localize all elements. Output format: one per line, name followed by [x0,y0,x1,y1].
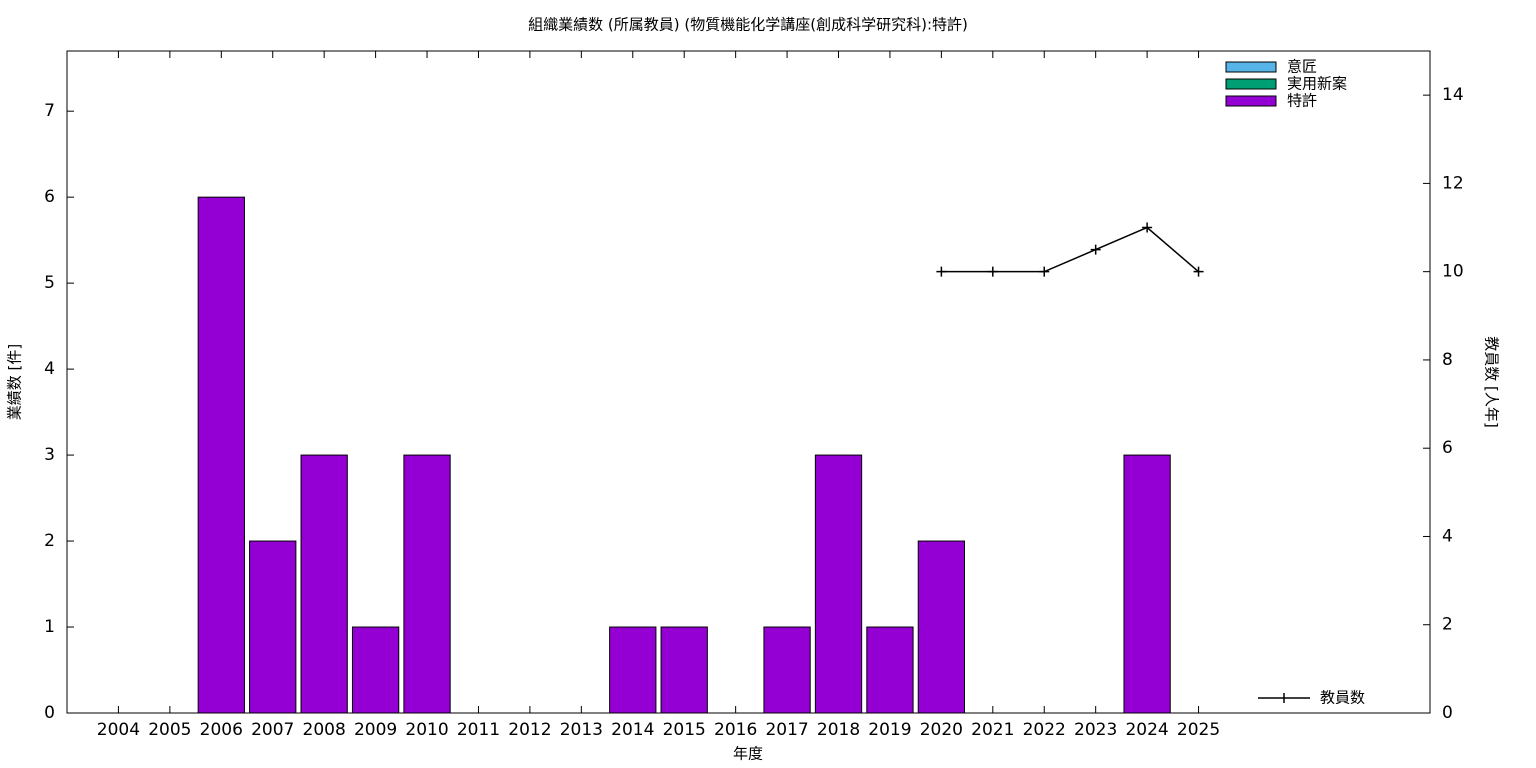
legend-label: 教員数 [1320,689,1365,707]
point [1193,266,1204,277]
x-tick-label: 2004 [97,720,140,740]
point [936,266,947,277]
legend-label: 特許 [1287,92,1317,110]
line [941,226,1200,273]
y2-axis-label: 教員数 [人年] [1483,336,1501,427]
x-tick-label: 2018 [817,720,860,740]
legend-swatch [1225,95,1277,107]
y-tick-label: 7 [44,101,55,121]
x-tick-label: 2011 [457,720,500,740]
legend-label: 実用新案 [1287,75,1347,93]
y-tick-label: 2 [44,531,55,551]
point [1142,222,1153,233]
x-tick-label: 2006 [200,720,243,740]
x-tick-label: 2015 [663,720,706,740]
point [1090,244,1101,255]
x-tick-label: 2023 [1074,720,1117,740]
x-tick-label: 2025 [1177,720,1220,740]
chart-title: 組織業績数 (所属教員) (物質機能化学講座(創成科学研究科):特許) [528,16,968,34]
y2-tick-label: 6 [1442,438,1453,458]
bar [197,196,245,714]
legend-swatch [1225,78,1277,90]
x-tick-label: 2005 [148,720,191,740]
point [987,266,998,277]
x-tick-label: 2013 [560,720,603,740]
y2-tick-label: 8 [1442,350,1453,370]
plot-frame [66,50,1431,714]
x-tick-label: 2014 [611,720,654,740]
x-tick-label: 2008 [303,720,346,740]
y-axis-label: 業績数 [件] [6,344,24,420]
bar [249,540,297,714]
y2-tick-label: 4 [1442,526,1453,546]
y-tick-label: 3 [44,445,55,465]
bar [763,626,811,714]
legend-swatch [1225,61,1277,73]
x-axis-label: 年度 [733,745,763,763]
y2-tick-label: 10 [1442,262,1464,282]
bar [609,626,657,714]
bar [917,540,966,714]
y-tick-label: 4 [44,359,55,379]
x-tick-label: 2022 [1023,720,1066,740]
x-tick-label: 2021 [971,720,1014,740]
bar [351,626,400,714]
y2-tick-label: 0 [1442,703,1453,723]
bar [300,454,348,714]
bar [403,454,451,714]
x-tick-label: 2017 [765,720,808,740]
x-tick-label: 2024 [1125,720,1168,740]
x-tick-label: 2020 [920,720,963,740]
y2-tick-label: 12 [1442,173,1464,193]
x-tick-label: 2009 [354,720,397,740]
legend-line [1258,693,1310,703]
x-tick-label: 2010 [405,720,448,740]
y-tick-label: 6 [44,187,55,207]
x-tick-label: 2012 [508,720,551,740]
bar [660,626,708,714]
y2-tick-label: 2 [1442,615,1453,635]
y2-tick-label: 14 [1442,85,1464,105]
y-tick-label: 0 [44,703,55,723]
point [1039,266,1050,277]
x-tick-label: 2007 [251,720,294,740]
legend-label: 意匠 [1287,58,1317,76]
x-tick-label: 2016 [714,720,757,740]
y-tick-label: 1 [44,617,55,637]
bar [814,454,863,714]
x-tick-label: 2019 [868,720,911,740]
bar [1123,454,1171,714]
y-tick-label: 5 [44,273,55,293]
bar [866,626,914,714]
